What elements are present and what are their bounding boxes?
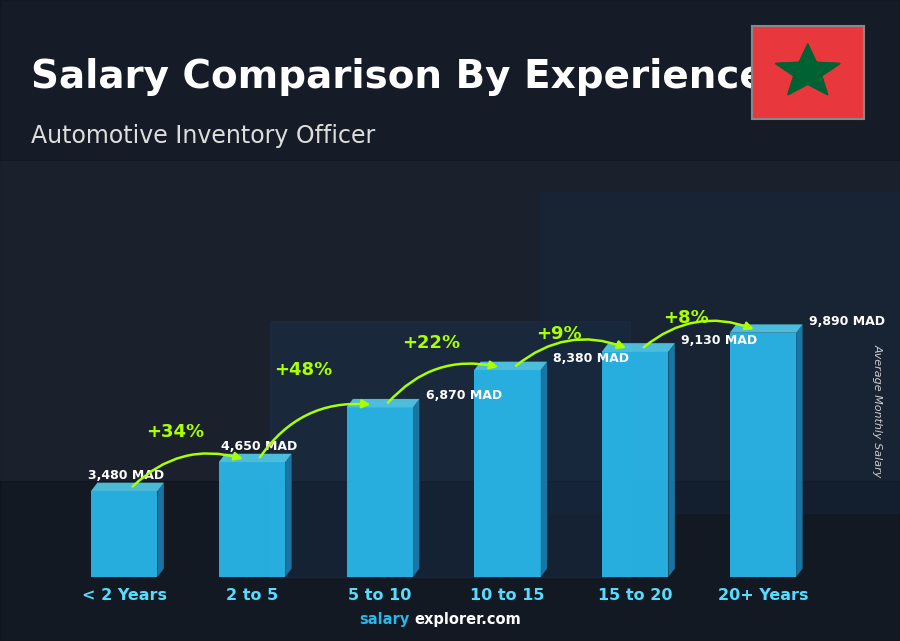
Polygon shape	[219, 454, 292, 462]
Text: +34%: +34%	[147, 424, 204, 442]
Polygon shape	[158, 483, 164, 577]
Text: +48%: +48%	[274, 362, 332, 379]
Polygon shape	[474, 362, 547, 370]
Text: Automotive Inventory Officer: Automotive Inventory Officer	[31, 124, 375, 148]
FancyBboxPatch shape	[730, 333, 796, 577]
FancyBboxPatch shape	[91, 491, 158, 577]
Polygon shape	[602, 343, 675, 351]
Text: 8,380 MAD: 8,380 MAD	[554, 352, 629, 365]
FancyBboxPatch shape	[346, 407, 413, 577]
Polygon shape	[91, 483, 164, 491]
Polygon shape	[669, 343, 675, 577]
Text: Salary Comparison By Experience: Salary Comparison By Experience	[31, 58, 765, 96]
Text: 9,130 MAD: 9,130 MAD	[681, 333, 757, 347]
Text: +9%: +9%	[536, 325, 581, 343]
FancyBboxPatch shape	[474, 370, 541, 577]
Text: 3,480 MAD: 3,480 MAD	[88, 469, 165, 482]
Text: explorer.com: explorer.com	[414, 612, 521, 627]
Text: +8%: +8%	[663, 309, 709, 327]
Text: Average Monthly Salary: Average Monthly Salary	[872, 344, 883, 477]
Text: salary: salary	[359, 612, 410, 627]
Text: 9,890 MAD: 9,890 MAD	[809, 315, 885, 328]
Polygon shape	[730, 324, 803, 333]
Polygon shape	[346, 399, 419, 407]
Text: +22%: +22%	[401, 334, 460, 352]
Polygon shape	[541, 362, 547, 577]
Polygon shape	[796, 324, 803, 577]
Polygon shape	[776, 44, 840, 95]
Polygon shape	[285, 454, 292, 577]
Text: 4,650 MAD: 4,650 MAD	[221, 440, 298, 453]
FancyBboxPatch shape	[219, 462, 285, 577]
Polygon shape	[413, 399, 419, 577]
Text: 6,870 MAD: 6,870 MAD	[426, 389, 502, 403]
FancyBboxPatch shape	[602, 351, 669, 577]
